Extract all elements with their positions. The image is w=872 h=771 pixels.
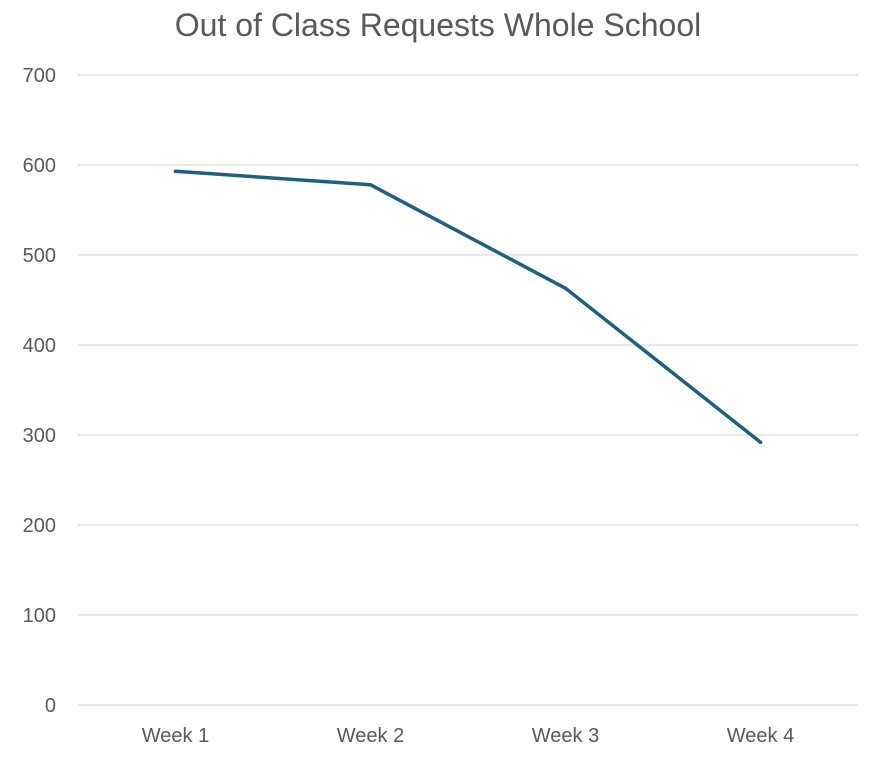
gridlines xyxy=(78,74,858,706)
y-axis-tick-labels: 0 100 200 300 400 500 600 700 xyxy=(23,65,56,717)
chart-title: Out of Class Requests Whole School xyxy=(175,7,701,43)
series-line xyxy=(173,169,763,444)
y-tick-label: 0 xyxy=(45,695,56,717)
y-tick-label: 300 xyxy=(23,425,56,447)
x-axis-tick-labels: Week 1 Week 2 Week 3 Week 4 xyxy=(142,725,794,747)
series-layer xyxy=(173,169,763,444)
data-point xyxy=(563,286,568,291)
y-tick-label: 400 xyxy=(23,335,56,357)
x-tick-label: Week 2 xyxy=(337,725,404,747)
data-point xyxy=(758,440,763,444)
x-tick-label: Week 1 xyxy=(142,725,209,747)
y-tick-label: 100 xyxy=(23,605,56,627)
y-tick-label: 700 xyxy=(23,65,56,87)
data-point xyxy=(368,183,373,187)
y-tick-label: 200 xyxy=(23,515,56,537)
y-tick-label: 600 xyxy=(23,155,56,177)
x-tick-label: Week 3 xyxy=(532,725,599,747)
data-point xyxy=(173,169,178,174)
y-tick-label: 500 xyxy=(23,245,56,267)
x-tick-label: Week 4 xyxy=(727,725,794,747)
